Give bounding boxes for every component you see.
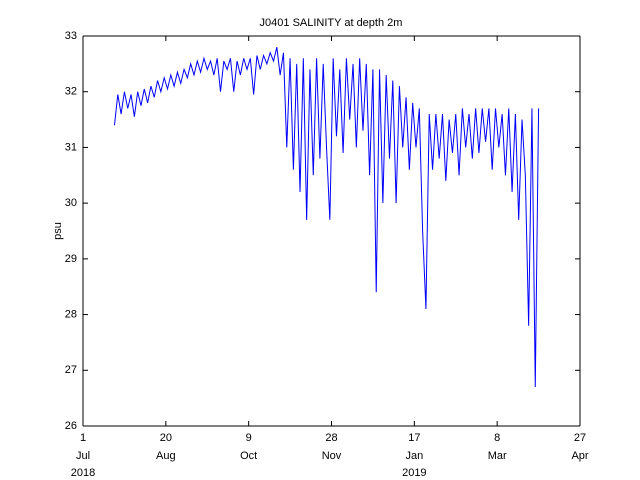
x-tick-month: Jan [405, 450, 423, 462]
x-tick-label: 28 [325, 432, 337, 444]
x-tick-label: 17 [408, 432, 420, 444]
x-tick-label: 8 [494, 432, 500, 444]
y-tick-label: 30 [65, 197, 77, 209]
y-tick-label: 26 [65, 420, 77, 432]
x-tick-month: Oct [240, 450, 257, 462]
y-tick-label: 27 [65, 364, 77, 376]
x-tick-label: 9 [246, 432, 252, 444]
x-tick-month: Jul [76, 450, 90, 462]
y-tick-label: 32 [65, 86, 77, 98]
y-tick-label: 33 [65, 30, 77, 42]
x-tick-month: Aug [156, 450, 176, 462]
y-tick-label: 28 [65, 308, 77, 320]
y-tick-label: 29 [65, 253, 77, 265]
x-tick-label: 1 [80, 432, 86, 444]
x-tick-label: 27 [574, 432, 586, 444]
data-line [113, 47, 540, 388]
x-tick-month: Nov [322, 450, 342, 462]
x-tick-month: Apr [571, 450, 588, 462]
x-tick-year: 2018 [71, 467, 95, 479]
x-tick-label: 20 [160, 432, 172, 444]
x-tick-year: 2019 [402, 467, 426, 479]
y-tick-label: 31 [65, 141, 77, 153]
y-axis-label: psu [52, 222, 64, 240]
chart-title: J0401 SALINITY at depth 2m [260, 17, 403, 29]
x-tick-month: Mar [488, 450, 507, 462]
